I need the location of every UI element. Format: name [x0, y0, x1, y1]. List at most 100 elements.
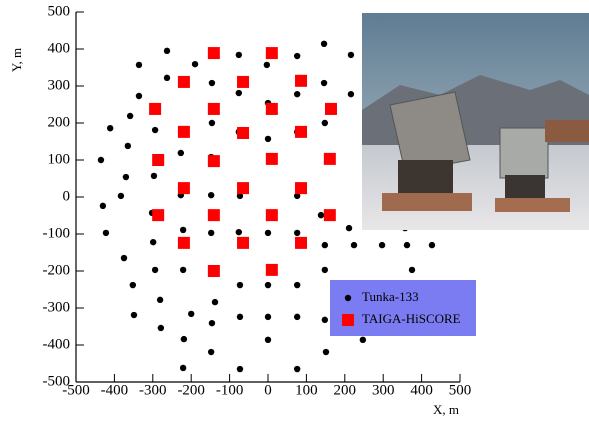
point	[295, 182, 308, 195]
point	[265, 102, 278, 115]
point	[177, 75, 190, 88]
x-tick-label: -200	[177, 382, 205, 398]
point	[264, 135, 272, 143]
point	[347, 51, 355, 59]
point	[408, 266, 416, 274]
point	[295, 125, 308, 138]
point	[135, 61, 143, 69]
point	[122, 173, 130, 181]
point	[237, 236, 250, 249]
point	[295, 74, 308, 87]
point	[177, 149, 185, 157]
x-tick-label: -300	[139, 382, 167, 398]
point	[151, 126, 159, 134]
point	[207, 229, 215, 237]
point	[293, 52, 301, 60]
point	[320, 79, 328, 87]
point	[150, 172, 158, 180]
point	[149, 238, 157, 246]
point	[179, 266, 187, 274]
point	[207, 47, 220, 60]
plot-area: -500 -400 -300 -200 -100 0 100 200 300 400 500 -500…	[43, 3, 472, 398]
point	[237, 182, 250, 195]
point	[177, 182, 190, 195]
point	[157, 324, 165, 332]
legend-box	[330, 280, 476, 336]
point	[211, 298, 219, 306]
point	[124, 142, 132, 150]
point	[117, 192, 125, 200]
x-tick-label: 300	[372, 382, 395, 398]
point	[152, 154, 165, 166]
point	[207, 209, 220, 222]
point	[264, 313, 272, 321]
point	[235, 228, 243, 236]
point	[237, 126, 250, 139]
x-tick-label: -500	[62, 382, 90, 398]
point	[179, 226, 187, 234]
point	[350, 241, 358, 249]
point	[236, 192, 244, 200]
y-tick-label: -200	[43, 262, 71, 278]
point	[317, 211, 325, 219]
point	[163, 47, 171, 55]
point	[188, 310, 195, 318]
y-tick-label: 500	[48, 3, 71, 19]
point	[152, 209, 165, 222]
legend-marker	[344, 294, 352, 302]
legend-label: Tunka-133	[362, 289, 419, 304]
point	[97, 156, 105, 164]
x-tick-label: 0	[264, 382, 272, 398]
point	[235, 51, 243, 59]
point	[126, 112, 134, 120]
point	[265, 209, 278, 222]
point	[237, 75, 250, 88]
point	[324, 102, 337, 115]
point	[293, 281, 301, 289]
point	[323, 152, 336, 165]
point	[177, 236, 190, 249]
point	[149, 102, 162, 115]
y-axis-label: Y, m	[9, 48, 24, 72]
point	[177, 125, 190, 138]
photo	[362, 13, 589, 230]
y-tick-label: -400	[43, 336, 71, 352]
point	[293, 365, 301, 373]
point	[321, 241, 329, 249]
point	[321, 266, 329, 274]
point	[235, 89, 243, 97]
point	[403, 241, 411, 249]
point	[236, 365, 244, 373]
y-tick-label: 400	[48, 40, 71, 56]
point	[264, 336, 272, 344]
x-tick-label: 200	[334, 382, 357, 398]
x-tick-label: 100	[295, 382, 318, 398]
point	[265, 152, 278, 165]
x-tick-label: -400	[101, 382, 129, 398]
point	[345, 224, 353, 232]
point	[208, 319, 216, 327]
point	[265, 263, 278, 276]
point	[207, 191, 215, 199]
point	[179, 364, 187, 372]
x-axis-label: X, m	[433, 402, 459, 417]
point	[207, 265, 220, 277]
point	[207, 155, 220, 168]
point	[207, 102, 220, 115]
legend-label: TAIGA-HiSCORE	[362, 311, 461, 326]
y-tick-label: 300	[48, 77, 71, 93]
point	[264, 229, 272, 237]
y-tick-label: -100	[43, 225, 71, 241]
point	[236, 281, 244, 289]
x-tick-label: -100	[216, 382, 244, 398]
point	[321, 119, 329, 127]
point	[129, 281, 137, 289]
point	[102, 229, 110, 237]
point	[191, 60, 199, 68]
point	[208, 79, 216, 87]
point	[293, 229, 301, 237]
point	[263, 61, 271, 69]
point	[347, 90, 355, 98]
point	[207, 348, 215, 356]
